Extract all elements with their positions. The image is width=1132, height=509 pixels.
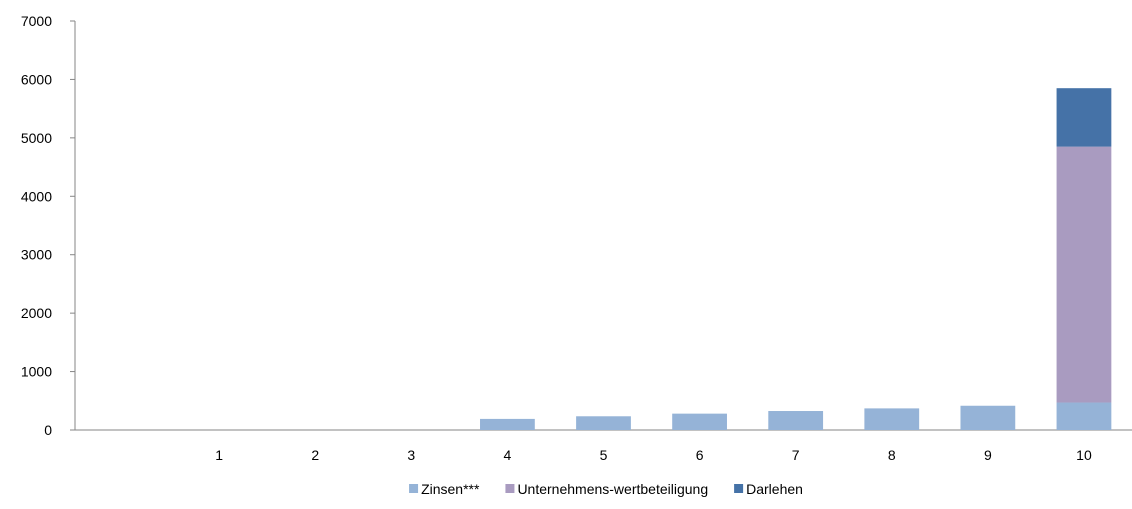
x-tick-label: 7 — [792, 447, 800, 463]
bar-segment-1 — [864, 408, 920, 430]
x-tick-label: 6 — [696, 447, 704, 463]
x-tick-label: 3 — [407, 447, 415, 463]
x-tick-label: 8 — [888, 447, 896, 463]
y-tick-label: 1000 — [21, 364, 52, 380]
bar-segment-1 — [480, 418, 535, 430]
y-tick-label: 6000 — [21, 71, 52, 87]
y-tick-label: 2000 — [21, 305, 52, 321]
x-tick-label: 2 — [311, 447, 319, 463]
bar-segment-1 — [768, 411, 824, 430]
y-tick-label: 3000 — [21, 247, 52, 263]
bar-segment-1 — [1056, 402, 1112, 430]
bar-segment-1 — [672, 413, 727, 430]
y-tick-label: 7000 — [21, 13, 52, 29]
bars — [480, 88, 1112, 430]
y-axis: 0 1000 2000 3000 4000 5000 6000 7000 — [21, 13, 76, 438]
bar-segment-3 — [1056, 88, 1112, 147]
y-tick-label: 0 — [44, 422, 52, 438]
legend-label: Unternehmens-wertbeteiligung — [517, 481, 708, 497]
legend: Zinsen*** Unternehmens-wertbeteiligung Dar… — [409, 481, 803, 497]
y-tick-label: 5000 — [21, 130, 52, 146]
x-tick-label: 5 — [600, 447, 608, 463]
legend-swatch — [409, 484, 419, 493]
y-tick-label: 4000 — [21, 188, 52, 204]
legend-item: Darlehen — [734, 481, 803, 497]
x-tick-label: 10 — [1076, 447, 1092, 463]
legend-label: Darlehen — [746, 481, 803, 497]
bar-segment-1 — [960, 405, 1016, 430]
bar-segment-1 — [576, 416, 631, 430]
x-tick-label: 1 — [215, 447, 223, 463]
bar-segment-2 — [1056, 146, 1112, 403]
legend-item: Zinsen*** — [409, 481, 480, 497]
legend-item: Unternehmens-wertbeteiligung — [505, 481, 708, 497]
x-tick-label: 9 — [984, 447, 992, 463]
legend-label: Zinsen*** — [421, 481, 480, 497]
legend-swatch — [505, 484, 515, 493]
legend-swatch — [734, 484, 744, 493]
x-axis: 1 2 3 4 5 6 7 8 9 10 — [75, 429, 1132, 463]
x-tick-label: 4 — [504, 447, 512, 463]
